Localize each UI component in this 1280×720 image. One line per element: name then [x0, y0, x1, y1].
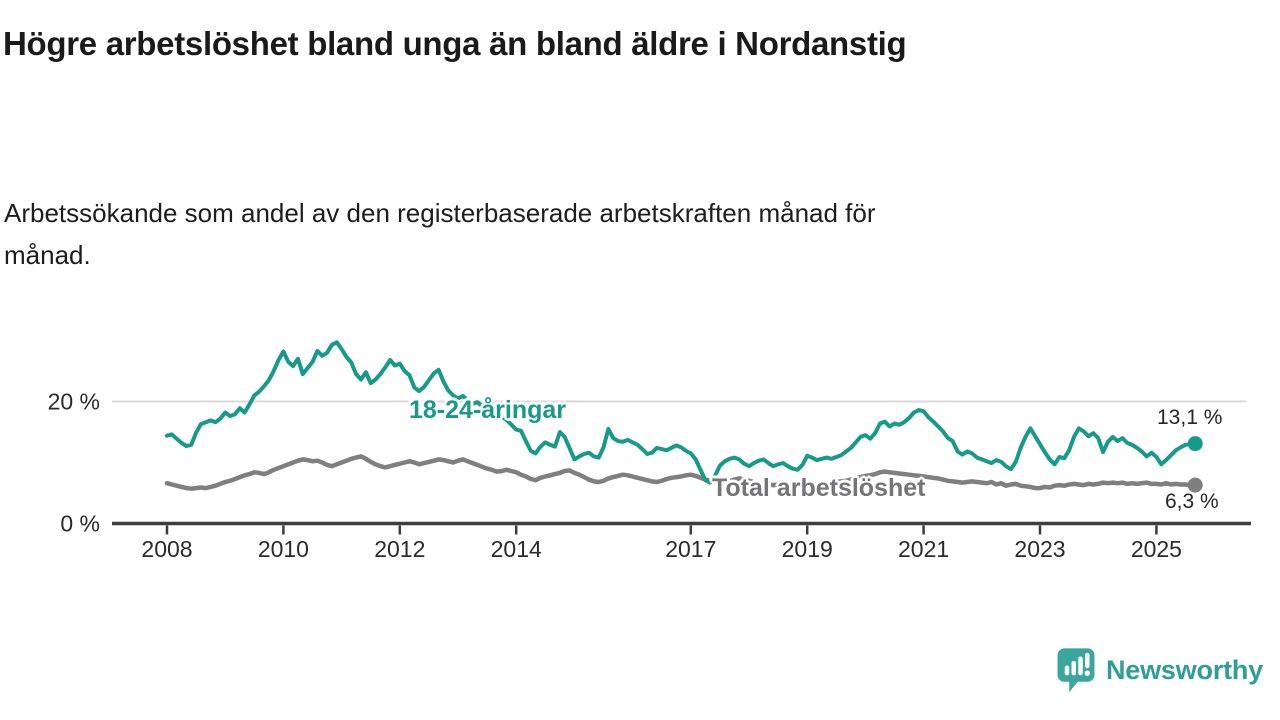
speech-bubble-bar-chart-icon [1057, 648, 1095, 693]
page-title: Högre arbetslöshet bland unga än bland ä… [3, 25, 907, 62]
x-tick-label: 2008 [141, 536, 192, 562]
series-line-18-24-åringar [165, 340, 1198, 485]
x-tick-label: 2021 [898, 536, 949, 562]
y-tick-label: 0 % [60, 511, 100, 537]
x-tick-label: 2012 [374, 536, 425, 562]
x-tick-label: 2010 [258, 536, 309, 562]
series-end-dot-18-24-åringar [1187, 436, 1203, 452]
series-label-total: Total arbetslöshet [712, 474, 926, 502]
end-value-label-youth: 13,1 % [1157, 406, 1223, 429]
end-value-label-total: 6,3 % [1165, 490, 1219, 513]
x-tick-label: 2017 [665, 536, 716, 562]
series-line-Total arbetslöshet [164, 454, 1198, 491]
series-label-youth: 18-24-åringar [409, 396, 567, 424]
x-tick-label: 2025 [1131, 536, 1182, 562]
page-subtitle: Arbetssökande som andel av den registerb… [4, 198, 876, 271]
x-tick-label: 2023 [1014, 536, 1065, 562]
x-tick-label: 2014 [491, 536, 542, 562]
x-tick-label: 2019 [782, 536, 833, 562]
brand-name: Newsworthy [1106, 654, 1264, 685]
y-tick-label: 20 % [48, 389, 100, 415]
series-end-dot-Total arbetslöshet [1187, 477, 1203, 493]
newsworthy-logo: Newsworthy [1056, 647, 1263, 693]
